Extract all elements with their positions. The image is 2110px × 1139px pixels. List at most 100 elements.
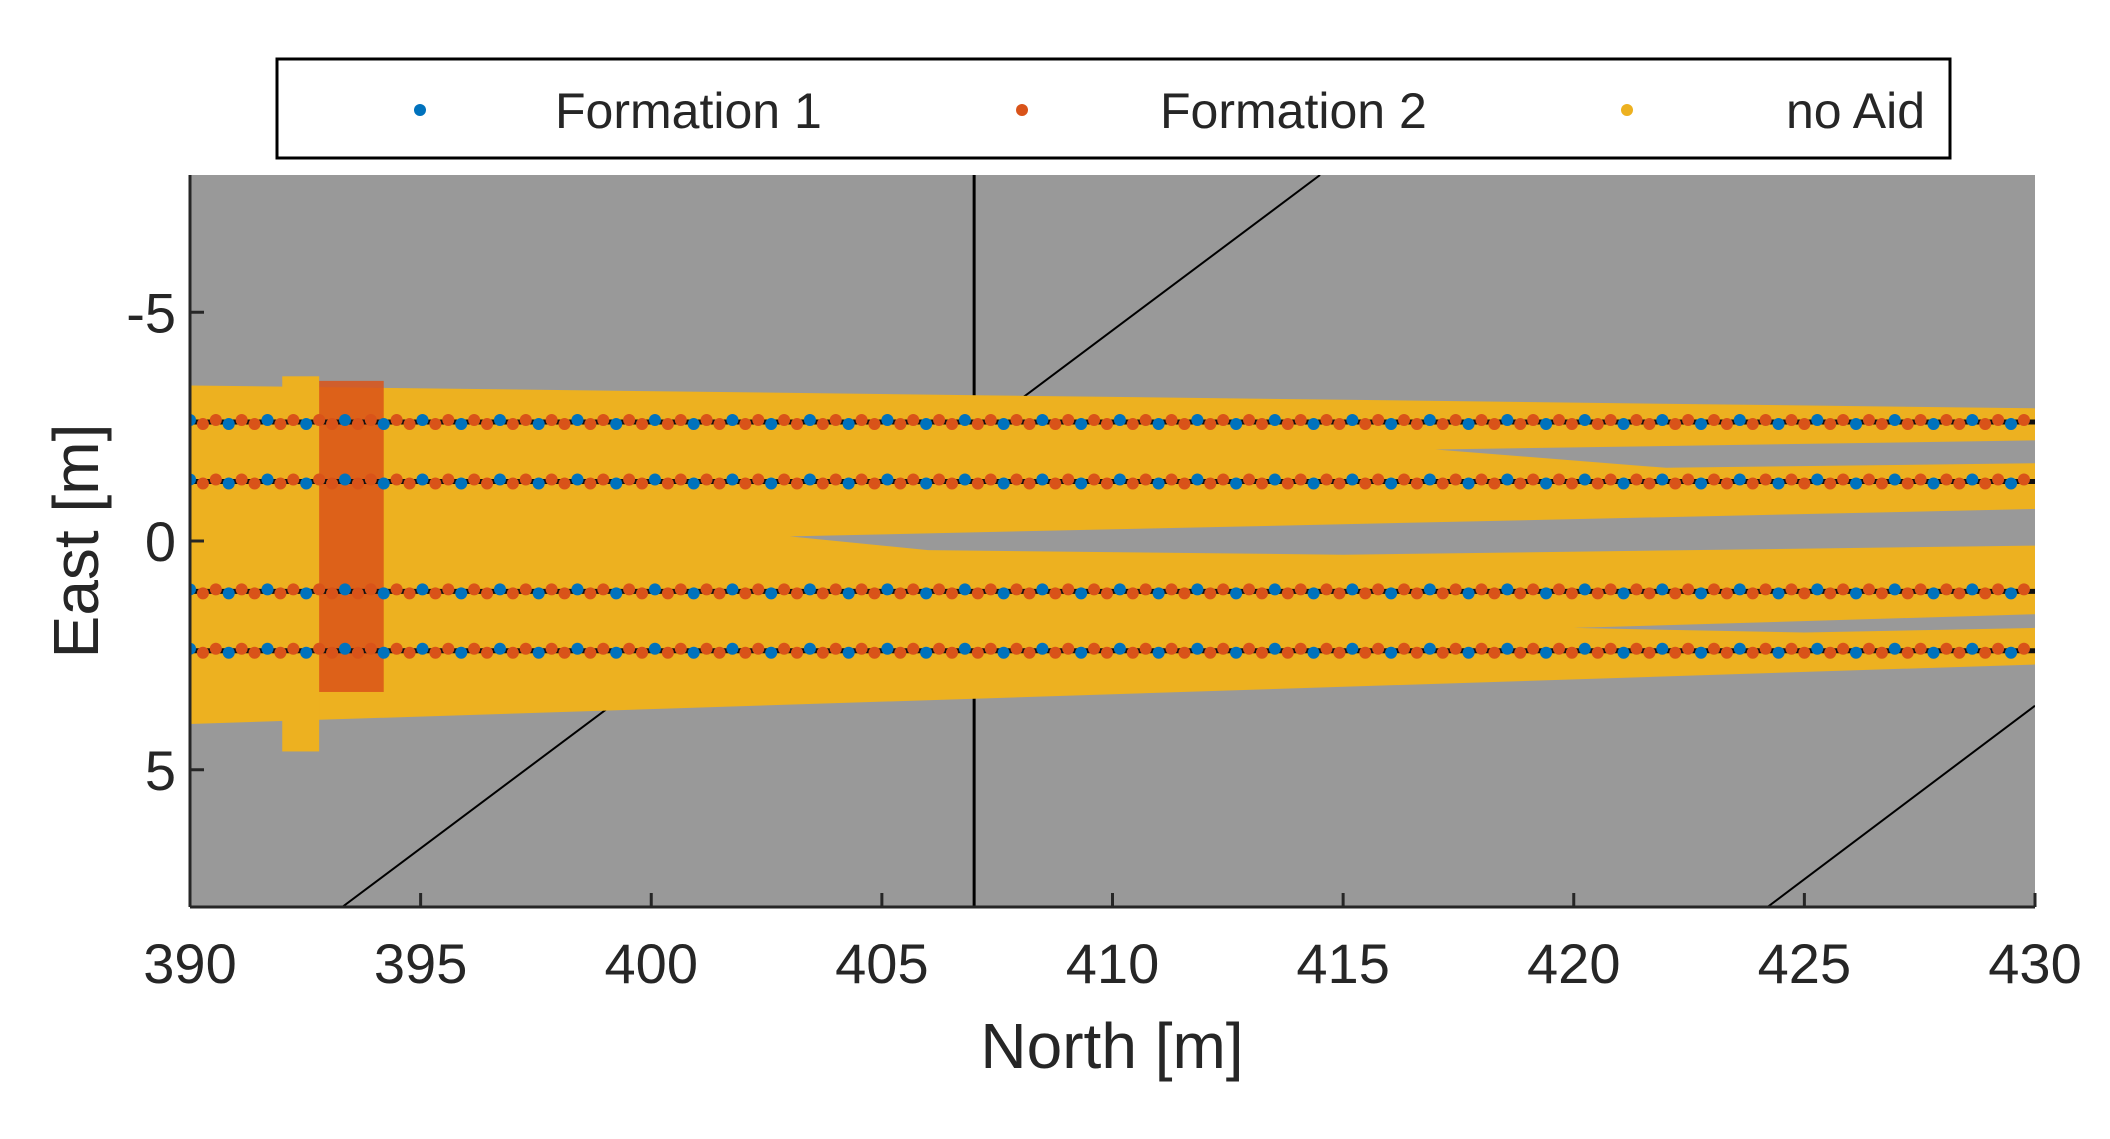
track-point <box>571 414 584 427</box>
track-point <box>2017 583 2030 596</box>
track-point <box>1759 583 1772 596</box>
track-point <box>364 642 377 655</box>
track-point <box>1850 646 1863 659</box>
track-point <box>765 646 778 659</box>
track-point <box>1798 646 1811 659</box>
band-gaps <box>789 440 2035 633</box>
track-point <box>584 587 597 600</box>
track-point <box>351 587 364 600</box>
track-point <box>1656 473 1669 486</box>
track-point <box>648 642 661 655</box>
track-point <box>1100 587 1113 600</box>
track-point <box>829 583 842 596</box>
track-point <box>1643 477 1656 490</box>
track-point <box>920 418 933 431</box>
track-point <box>1204 418 1217 431</box>
track-point <box>1552 414 1565 427</box>
track-point <box>1178 418 1191 431</box>
track-point <box>1927 418 1940 431</box>
track-point <box>1023 646 1036 659</box>
track-point <box>752 642 765 655</box>
track-point <box>1759 414 1772 427</box>
track-point <box>584 646 597 659</box>
track-point <box>623 642 636 655</box>
track-point <box>338 583 351 596</box>
track-point <box>196 646 209 659</box>
track-point <box>455 587 468 600</box>
track-point <box>545 414 558 427</box>
track-point <box>868 418 881 431</box>
track-point <box>1746 646 1759 659</box>
track-point <box>1023 587 1036 600</box>
track-point <box>1100 418 1113 431</box>
track-point <box>971 587 984 600</box>
track-point <box>442 414 455 427</box>
track-point <box>726 414 739 427</box>
track-point <box>403 477 416 490</box>
track-point <box>1578 473 1591 486</box>
track-point <box>984 642 997 655</box>
track-point <box>1695 587 1708 600</box>
track-point <box>1255 646 1268 659</box>
track-point <box>1113 583 1126 596</box>
track-point <box>506 646 519 659</box>
track-point <box>636 477 649 490</box>
track-point <box>1346 473 1359 486</box>
legend-marker-no-aid <box>1621 104 1633 116</box>
track-point <box>700 414 713 427</box>
track-point <box>196 418 209 431</box>
track-point <box>1966 414 1979 427</box>
track-point <box>481 418 494 431</box>
track-point <box>1992 414 2005 427</box>
track-point <box>597 414 610 427</box>
track-point <box>1243 473 1256 486</box>
track-point <box>1449 583 1462 596</box>
track-point <box>713 477 726 490</box>
track-point <box>1191 414 1204 427</box>
track-point <box>545 642 558 655</box>
track-4 <box>190 642 2035 659</box>
track-point <box>351 418 364 431</box>
track-point <box>791 646 804 659</box>
track-point <box>429 477 442 490</box>
track-point <box>1824 587 1837 600</box>
track-point <box>1617 418 1630 431</box>
track-point <box>403 646 416 659</box>
track-point <box>390 473 403 486</box>
track-point <box>1759 642 1772 655</box>
track-point <box>1979 477 1992 490</box>
track-point <box>700 473 713 486</box>
track-point <box>610 418 623 431</box>
track-point <box>1307 587 1320 600</box>
track-point <box>1591 477 1604 490</box>
track-point <box>261 583 274 596</box>
track-point <box>1294 473 1307 486</box>
track-point <box>1320 642 1333 655</box>
track-point <box>209 642 222 655</box>
track-point <box>1682 473 1695 486</box>
track-point <box>545 473 558 486</box>
track-point <box>687 646 700 659</box>
track-point <box>1165 414 1178 427</box>
track-point <box>1372 414 1385 427</box>
track-point <box>1062 473 1075 486</box>
track-point <box>2017 473 2030 486</box>
track-point <box>1540 646 1553 659</box>
track-point <box>1010 642 1023 655</box>
y-ticks: -5 0 5 <box>126 281 204 802</box>
track-point <box>532 418 545 431</box>
track-point <box>248 477 261 490</box>
track-point <box>726 642 739 655</box>
track-point <box>803 642 816 655</box>
y-tick-label: 0 <box>145 510 176 573</box>
track-point <box>855 642 868 655</box>
track-point <box>894 477 907 490</box>
track-point <box>1552 583 1565 596</box>
track-point <box>1294 583 1307 596</box>
track-point <box>506 418 519 431</box>
track-point <box>1630 583 1643 596</box>
track-point <box>416 583 429 596</box>
track-point <box>933 583 946 596</box>
track-point <box>907 414 920 427</box>
